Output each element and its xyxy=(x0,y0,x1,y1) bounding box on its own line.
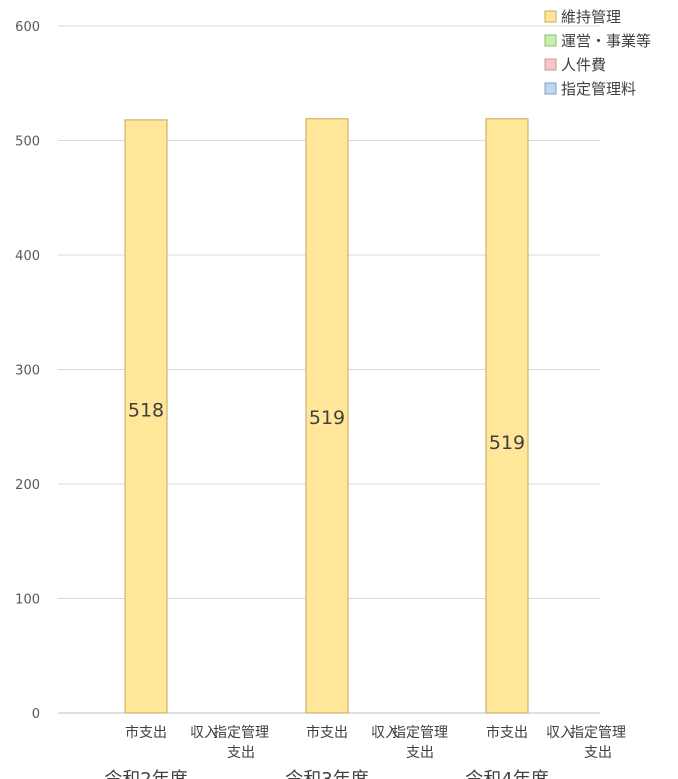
y-axis-tick-labels: 0 100 200 300 400 500 600 xyxy=(15,20,40,722)
y-tick-label: 500 xyxy=(15,135,40,150)
y-tick-label: 200 xyxy=(15,478,40,493)
data-label: 519 xyxy=(309,407,345,429)
bar xyxy=(305,118,349,714)
legend-swatch xyxy=(544,58,557,71)
group-label: 令和4年度 xyxy=(465,769,548,779)
group-label: 令和3年度 xyxy=(285,769,368,779)
category-label: 支出 xyxy=(406,745,434,761)
legend-swatch xyxy=(544,10,557,23)
y-tick-label: 400 xyxy=(15,249,40,264)
category-label: 収入 xyxy=(190,725,218,741)
category-label: 市支出 xyxy=(306,724,348,741)
category-label: 市支出 xyxy=(125,724,167,741)
bars xyxy=(124,118,529,714)
group-label: 令和2年度 xyxy=(104,769,187,779)
legend-label: 運営・事業等 xyxy=(561,32,651,50)
data-label: 519 xyxy=(489,432,525,454)
legend-label: 指定管理料 xyxy=(561,80,636,98)
category-label: 指定管理 xyxy=(213,725,269,741)
category-label: 指定管理 xyxy=(392,725,448,741)
y-tick-label: 300 xyxy=(15,364,40,379)
data-label: 518 xyxy=(128,399,164,421)
y-tick-label: 0 xyxy=(32,707,40,722)
group-labels: 令和2年度 令和3年度 令和4年度 xyxy=(104,769,548,779)
data-labels: 518 519 519 xyxy=(128,399,525,453)
legend-label: 維持管理 xyxy=(561,8,621,26)
y-tick-label: 600 xyxy=(15,20,40,35)
bar xyxy=(485,118,529,714)
y-tick-label: 100 xyxy=(15,593,40,608)
category-label: 市支出 xyxy=(486,724,528,741)
category-label: 支出 xyxy=(584,745,612,761)
bar xyxy=(124,119,168,714)
legend-swatch xyxy=(544,82,557,95)
category-label: 収入 xyxy=(371,725,399,741)
legend-label: 人件費 xyxy=(561,56,606,74)
category-label: 支出 xyxy=(227,745,255,761)
category-label: 指定管理 xyxy=(570,725,626,741)
legend-swatch xyxy=(544,34,557,47)
category-label: 収入 xyxy=(546,725,574,741)
